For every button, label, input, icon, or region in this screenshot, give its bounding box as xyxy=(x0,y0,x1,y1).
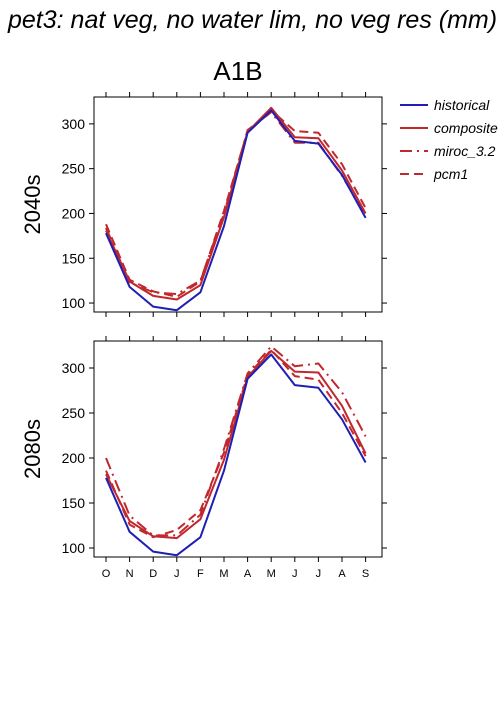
series-line-historical xyxy=(105,353,367,557)
series-line-pcm1 xyxy=(105,349,367,539)
plot-frame xyxy=(93,340,383,558)
x-tick-label: J xyxy=(174,568,180,580)
x-tick-label: S xyxy=(362,568,369,580)
legend-label: historical xyxy=(434,97,490,113)
panel-label: 2080s xyxy=(20,419,45,479)
x-tick-label: A xyxy=(244,568,252,580)
y-tick-label: 200 xyxy=(62,205,86,221)
panel-2080s: 100 150 200 250 300 O N D J F M A M J J A S 2080s xyxy=(20,336,387,580)
series-line-miroc-3-2 xyxy=(105,111,367,296)
legend: historical composite miroc_3.2 pcm1 xyxy=(400,97,498,182)
scenario-label: A1B xyxy=(213,56,262,86)
figure-title: pet3: nat veg, no water lim, no veg res … xyxy=(7,6,497,34)
panel-2040s: 100 150 200 250 300 2040s xyxy=(20,92,387,317)
series-line-pcm1 xyxy=(105,109,367,298)
legend-label: pcm1 xyxy=(433,166,468,182)
y-tick-label: 250 xyxy=(62,405,86,421)
x-tick-label: O xyxy=(102,568,111,580)
plot-frame xyxy=(93,96,383,313)
y-tick-label: 100 xyxy=(62,540,86,556)
y-tick-label: 300 xyxy=(62,360,86,376)
x-tick-label: J xyxy=(316,568,322,580)
y-tick-label: 300 xyxy=(62,116,86,132)
series-line-miroc-3-2 xyxy=(105,345,367,537)
panel-label: 2040s xyxy=(20,175,45,235)
series-line-historical xyxy=(105,109,367,312)
x-tick-label: M xyxy=(267,568,276,580)
y-tick-label: 100 xyxy=(62,295,86,311)
y-tick-label: 150 xyxy=(62,250,86,266)
y-tick-label: 200 xyxy=(62,450,86,466)
x-tick-label: N xyxy=(126,568,134,580)
x-tick-label: F xyxy=(197,568,204,580)
y-tick-label: 250 xyxy=(62,161,86,177)
series-line-composite xyxy=(105,349,367,540)
x-tick-label: M xyxy=(219,568,228,580)
series-line-composite xyxy=(105,106,367,301)
x-tick-label: J xyxy=(292,568,298,580)
x-tick-label: A xyxy=(338,568,346,580)
x-tick-label: D xyxy=(149,568,157,580)
legend-label: miroc_3.2 xyxy=(434,143,496,159)
legend-label: composite xyxy=(434,120,498,136)
y-tick-label: 150 xyxy=(62,495,86,511)
